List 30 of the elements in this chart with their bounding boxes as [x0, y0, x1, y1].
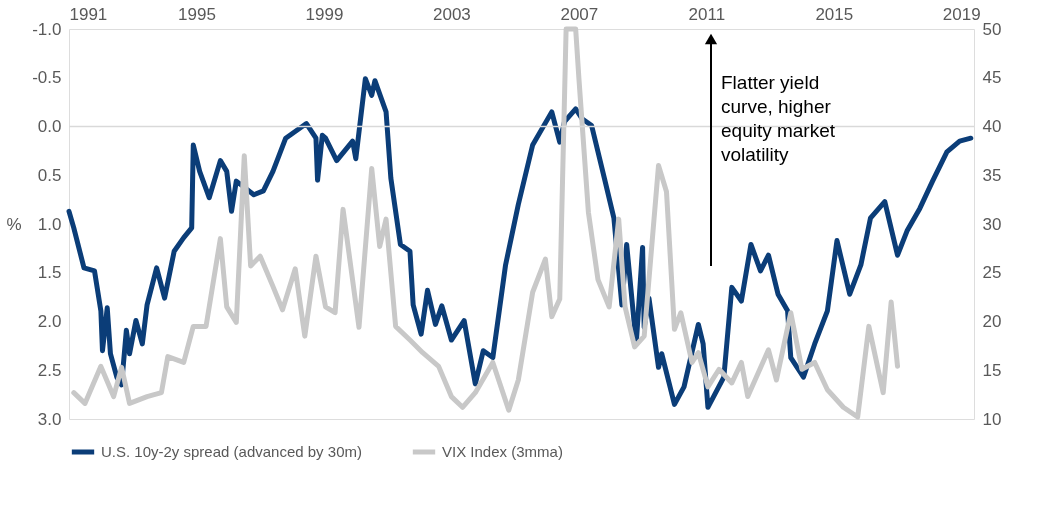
y2-tick-label: 30 — [982, 214, 1002, 234]
x-tick-label: 1991 — [69, 4, 108, 24]
y2-tick-label: 40 — [982, 117, 1002, 136]
y2-tick-label: 15 — [982, 360, 1002, 380]
legend-label: U.S. 10y-2y spread (advanced by 30m) — [101, 443, 362, 460]
y2-tick-label: 25 — [982, 263, 1002, 283]
x-tick-label: 2019 — [942, 4, 981, 24]
y-tick-label: -1.0 — [32, 19, 62, 39]
x-tick-label: 2003 — [432, 4, 471, 24]
x-tick-label: 2015 — [815, 4, 854, 24]
y-axis-title: % — [6, 214, 22, 234]
y-tick-label: 3.0 — [37, 409, 62, 429]
y2-tick-label: 45 — [982, 68, 1002, 88]
legend-label: VIX Index (3mma) — [442, 443, 563, 460]
y-tick-label: 0.5 — [37, 165, 62, 185]
x-tick-label: 2007 — [560, 4, 599, 24]
y-tick-label: 0.0 — [37, 117, 62, 136]
annotation: Flatter yield curve, higher equity market volatility — [721, 72, 836, 165]
x-tick-label: 1995 — [178, 4, 216, 24]
y2-tick-label: 35 — [982, 165, 1002, 185]
y2-tick-label: 20 — [982, 312, 1002, 331]
x-tick-label: 2011 — [688, 4, 726, 24]
y-tick-label: 2.5 — [37, 360, 62, 380]
y-tick-label: -0.5 — [32, 68, 62, 88]
y-tick-label: 2.0 — [37, 312, 62, 331]
y-tick-label: 1.5 — [37, 263, 62, 283]
x-tick-label: 1999 — [305, 4, 344, 24]
y-tick-label: 1.0 — [37, 214, 62, 234]
y2-tick-label: 10 — [982, 409, 1002, 429]
y2-tick-label: 50 — [982, 19, 1002, 39]
